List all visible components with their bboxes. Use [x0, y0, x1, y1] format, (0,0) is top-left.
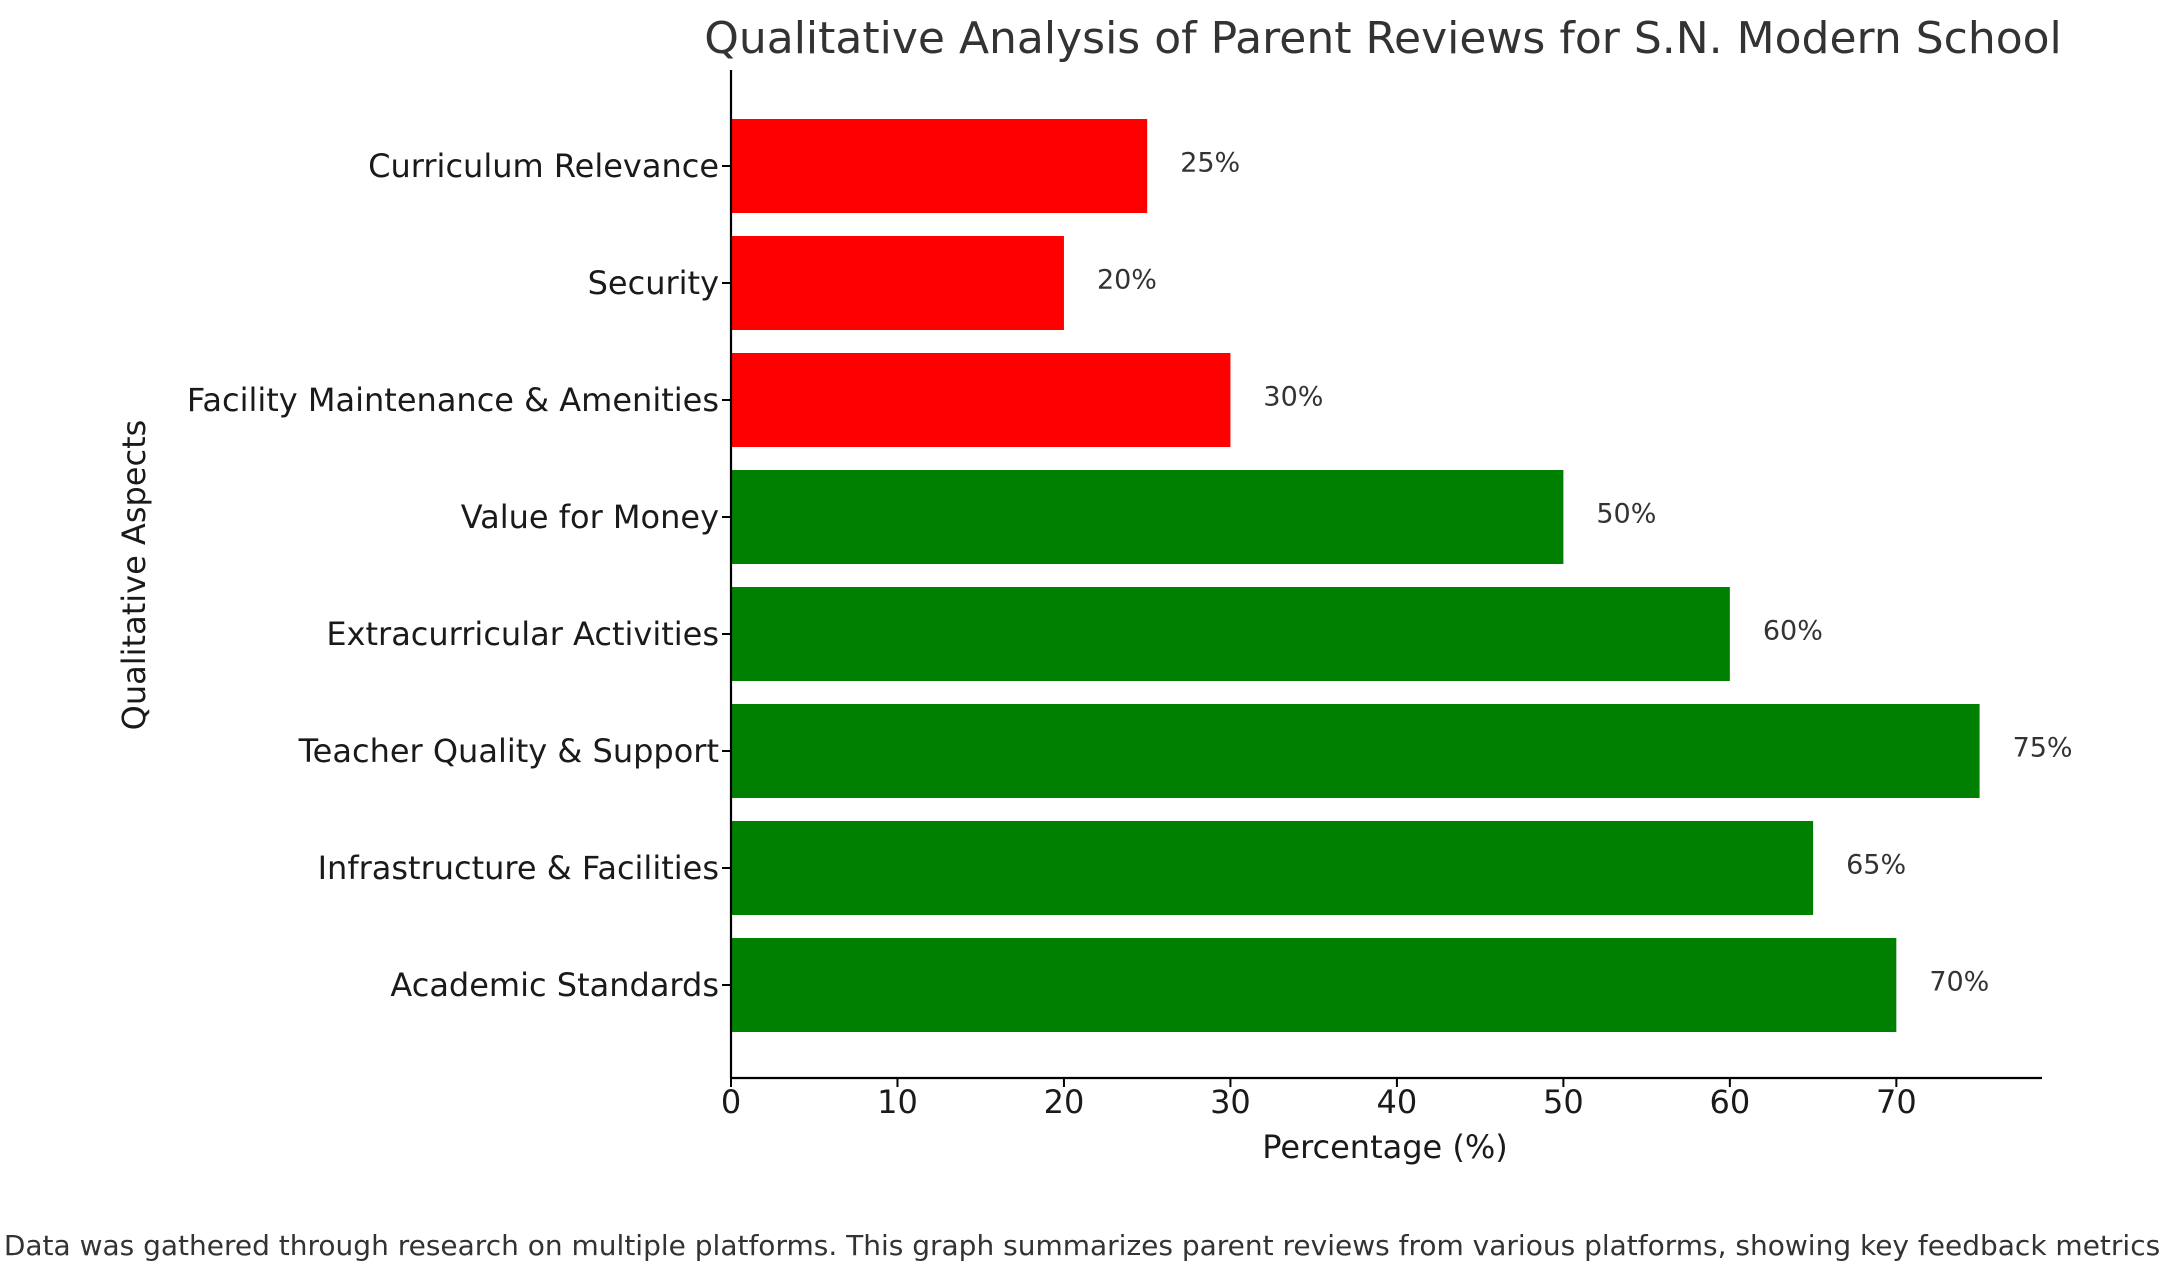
- category-label-curriculum-relevance: Curriculum Relevance: [368, 147, 719, 185]
- x-tick-label-70: 70: [1876, 1083, 1917, 1121]
- value-label-teacher-quality-support: 75%: [2013, 733, 2073, 764]
- x-tick-label-30: 30: [1210, 1083, 1251, 1121]
- category-label-teacher-quality-support: Teacher Quality & Support: [298, 732, 719, 770]
- x-ticks-group: 0 10 20 30 40 50 60 70: [721, 1078, 1917, 1121]
- value-label-value-for-money: 50%: [1596, 499, 1656, 530]
- bar-value-for-money: [731, 470, 1564, 564]
- category-label-facility-maintenance-amenities: Facility Maintenance & Amenities: [187, 381, 719, 419]
- value-label-infrastructure-facilities: 65%: [1846, 850, 1906, 881]
- bar-facility-maintenance-amenities: [731, 353, 1231, 447]
- y-axis-label: Qualitative Aspects: [115, 420, 153, 731]
- bar-curriculum-relevance: [731, 119, 1148, 213]
- footer-caption: Data was gathered through research on mu…: [4, 1229, 2160, 1262]
- value-label-security: 20%: [1097, 265, 1157, 296]
- x-tick-label-40: 40: [1377, 1083, 1418, 1121]
- category-label-academic-standards: Academic Standards: [390, 966, 719, 1004]
- x-tick-label-50: 50: [1543, 1083, 1584, 1121]
- value-label-academic-standards: 70%: [1929, 967, 1989, 998]
- category-label-extracurricular-activities: Extracurricular Activities: [326, 615, 719, 653]
- chart-title: Qualitative Analysis of Parent Reviews f…: [704, 13, 2062, 64]
- bars-group: [731, 119, 1980, 1032]
- bar-teacher-quality-support: [731, 704, 1980, 798]
- bar-extracurricular-activities: [731, 587, 1730, 681]
- category-label-security: Security: [588, 264, 719, 302]
- x-axis-label: Percentage (%): [1262, 1128, 1508, 1166]
- category-label-value-for-money: Value for Money: [461, 498, 719, 536]
- value-labels-group: 70% 65% 75% 60% 50% 30% 20% 25%: [1097, 148, 2073, 998]
- x-tick-label-20: 20: [1044, 1083, 1085, 1121]
- bar-security: [731, 236, 1064, 330]
- bar-academic-standards: [731, 938, 1897, 1032]
- x-tick-label-0: 0: [721, 1083, 741, 1121]
- category-labels-group: Academic Standards Infrastructure & Facil…: [187, 147, 731, 1004]
- value-label-facility-maintenance-amenities: 30%: [1263, 382, 1323, 413]
- category-label-infrastructure-facilities: Infrastructure & Facilities: [318, 849, 719, 887]
- value-label-extracurricular-activities: 60%: [1763, 616, 1823, 647]
- value-label-curriculum-relevance: 25%: [1180, 148, 1240, 179]
- x-tick-label-10: 10: [877, 1083, 918, 1121]
- bar-infrastructure-facilities: [731, 821, 1814, 915]
- x-tick-label-60: 60: [1709, 1083, 1750, 1121]
